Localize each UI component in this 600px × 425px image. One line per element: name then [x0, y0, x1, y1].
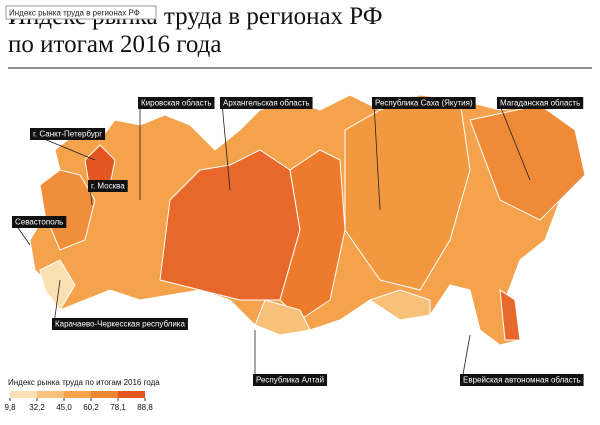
callout-line: [461, 334, 471, 381]
callout-line: [53, 279, 61, 325]
callout-label: Магаданская область: [500, 99, 580, 108]
callout-label: Севастополь: [15, 218, 63, 227]
callout-box: [12, 216, 67, 228]
legend-tick-label: 32,2: [29, 403, 45, 412]
callout-box: [52, 318, 188, 330]
legend-tick-label: 9,8: [4, 403, 16, 412]
legend-tick-label: 60,2: [83, 403, 99, 412]
callout-label: Кировская область: [141, 99, 212, 108]
callout-label: г. Санкт-Петербург: [33, 130, 102, 139]
legend-swatch: [118, 391, 145, 398]
callout-label: Карачаево-Черкесская республика: [55, 320, 185, 329]
callout-label: г. Москва: [91, 182, 125, 191]
legend-tick-label: 45,0: [56, 403, 72, 412]
legend-swatch: [91, 391, 118, 398]
callout-box: [138, 97, 215, 109]
legend-swatch: [37, 391, 64, 398]
callouts: г. Санкт-Петербург Кировская область Архан…: [12, 97, 584, 386]
legend: 9,8 32,2 45,0 60,2 78,1 88,8: [4, 391, 153, 412]
callout-label: Архангельская область: [223, 99, 310, 108]
tooltip: Индекс рынка труда в регионах РФ: [9, 9, 140, 18]
region: [39, 169, 96, 251]
callout-box: [253, 374, 328, 386]
callout-label: Республика Саха (Якутия): [375, 99, 473, 108]
legend-title: Индекс рынка труда по итогам 2016 года: [8, 378, 160, 387]
legend-tick-label: 78,1: [110, 403, 126, 412]
callout-label: Еврейская автономная область: [463, 376, 581, 385]
legend-swatch: [64, 391, 91, 398]
region: [469, 104, 586, 221]
callout-box: [372, 97, 476, 109]
callout-box: [460, 374, 584, 386]
callout-label: Республика Алтай: [256, 376, 324, 385]
callout-box: [497, 97, 584, 109]
legend-tick-label: 88,8: [137, 403, 153, 412]
callout-line: [373, 102, 381, 211]
region: [499, 288, 521, 341]
tooltip-box: [5, 5, 157, 20]
region: [368, 289, 431, 321]
callout-line: [221, 102, 231, 191]
region: [279, 149, 346, 321]
title-line: по итогам 2016 года: [8, 31, 222, 58]
callout-box: [88, 180, 128, 192]
legend-swatch: [10, 391, 37, 398]
map: [29, 94, 586, 346]
callout-line: [498, 102, 531, 181]
callout-box: [30, 128, 106, 140]
callout-box: [220, 97, 313, 109]
region: [39, 259, 76, 311]
region: [254, 299, 311, 336]
